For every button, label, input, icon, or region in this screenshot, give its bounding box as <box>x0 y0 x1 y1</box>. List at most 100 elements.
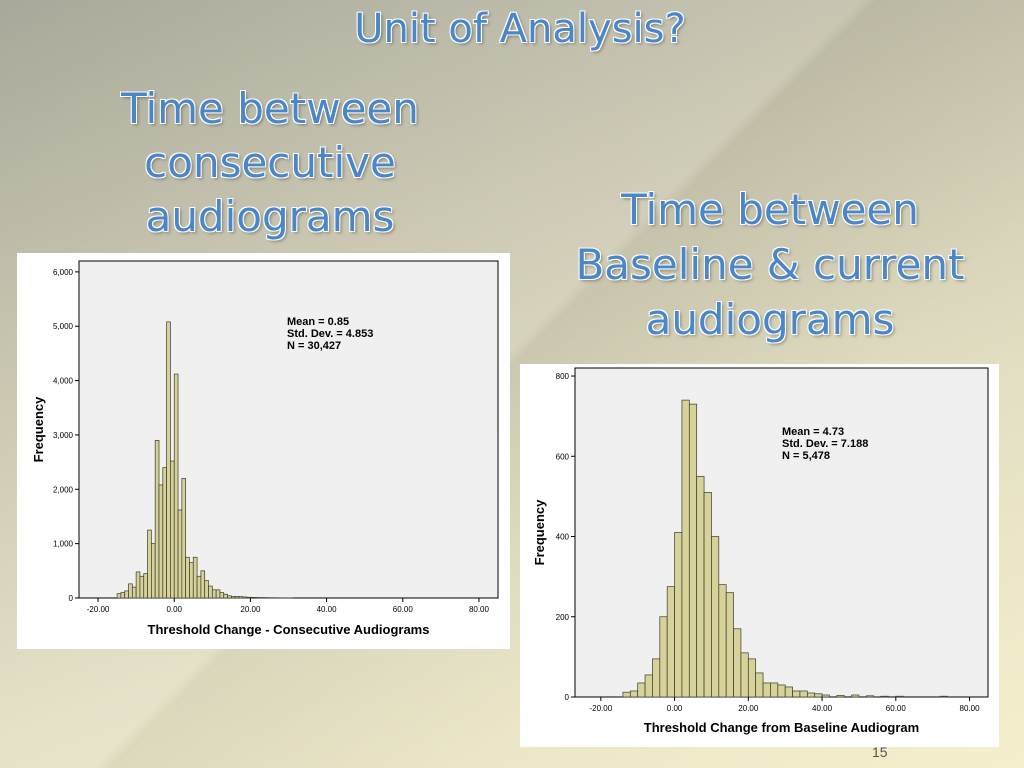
histogram-bar <box>124 590 129 599</box>
x-tick-label: 0.00 <box>166 605 182 614</box>
histogram-consecutive-panel: 0 1,000 2,000 3,000 4,000 5,000 6,000 -20.00 0.0… <box>17 253 510 649</box>
right-heading-line: Baseline & current <box>575 240 965 289</box>
histogram-bar <box>139 575 145 599</box>
histogram-bar <box>674 532 683 698</box>
histogram-bar <box>162 467 167 599</box>
histogram-bar <box>880 695 889 698</box>
histogram-bar <box>253 597 259 599</box>
left-heading-line: audiograms <box>145 192 395 241</box>
stats-annotation: Mean = 4.73 <box>782 426 844 438</box>
histogram-bar <box>246 596 251 599</box>
histogram-bar <box>666 586 675 698</box>
histogram-bar <box>836 695 845 698</box>
histogram-bar <box>806 692 816 698</box>
histogram-bar <box>851 694 860 698</box>
histogram-bar <box>120 592 126 599</box>
histogram-bar <box>696 475 705 698</box>
histogram-bar <box>189 562 194 599</box>
histogram-bar <box>192 556 198 599</box>
histogram-bar <box>733 628 742 698</box>
y-tick-label: 3,000 <box>53 431 74 440</box>
histogram-bar <box>242 596 247 599</box>
histogram-baseline: 0 200 400 600 800 -20.00 0.00 20.00 40.00 60.00 80… <box>532 367 989 735</box>
histogram-bar <box>784 686 793 698</box>
x-tick-label: 20.00 <box>240 605 261 614</box>
histogram-bar <box>215 589 221 599</box>
histogram-bar <box>219 592 225 599</box>
histogram-bar <box>135 571 141 599</box>
x-axis-label: Threshold Change - Consecutive Audiogram… <box>148 622 430 637</box>
histogram-bar <box>158 484 164 599</box>
histogram-bar <box>196 575 202 599</box>
histogram-bar <box>170 460 175 599</box>
histogram-bar <box>821 694 830 698</box>
histogram-bar <box>814 693 823 698</box>
histogram-bar <box>181 478 187 599</box>
left-heading-line: Time between <box>121 84 419 133</box>
y-tick-label: 0 <box>565 693 570 702</box>
histogram-bar <box>688 403 698 698</box>
y-axis-label: Frequency <box>532 499 547 566</box>
histogram-bar <box>234 596 240 599</box>
x-tick-label: 60.00 <box>393 605 414 614</box>
histogram-bar <box>637 682 646 698</box>
histogram-bar <box>681 399 690 698</box>
y-tick-label: 600 <box>556 452 570 461</box>
plot-area <box>574 367 989 698</box>
histogram-bar <box>644 674 653 698</box>
histogram-bar <box>131 586 137 599</box>
y-tick-label: 0 <box>69 594 74 603</box>
slide-number: 15 <box>872 744 888 760</box>
x-tick-label: 20.00 <box>738 704 759 713</box>
y-tick-label: 2,000 <box>53 485 74 494</box>
right-heading: Time between Baseline & current audiogra… <box>555 182 985 347</box>
histogram-bar <box>747 658 757 698</box>
histogram-bar <box>755 672 764 698</box>
x-tick-label: 40.00 <box>812 704 833 713</box>
stats-annotation: Mean = 0.85 <box>287 316 349 328</box>
left-heading: Time between consecutive audiograms <box>90 82 450 244</box>
stats-annotation: Std. Dev. = 4.853 <box>287 328 373 340</box>
histogram-bar <box>740 652 749 698</box>
histogram-bar <box>154 440 160 599</box>
y-tick-label: 1,000 <box>53 540 74 549</box>
stats-annotation: N = 5,478 <box>782 450 830 462</box>
x-tick-label: -20.00 <box>87 605 110 614</box>
histogram-bar <box>939 695 948 698</box>
histogram-consecutive: 0 1,000 2,000 3,000 4,000 5,000 6,000 -20.00 0.0… <box>31 260 499 637</box>
histogram-bar <box>659 616 668 698</box>
histogram-bar <box>185 556 190 599</box>
left-heading-line: consecutive <box>144 138 396 187</box>
stats-annotation: N = 30,427 <box>287 340 341 352</box>
histogram-bar <box>762 682 771 698</box>
y-tick-label: 800 <box>556 372 570 381</box>
stats-annotation: Std. Dev. = 7.188 <box>782 438 868 450</box>
histogram-bar <box>147 529 152 599</box>
histogram-bar <box>703 492 712 698</box>
histogram-bar <box>792 690 801 698</box>
histogram-bar <box>227 595 232 599</box>
histogram-bar <box>177 509 183 599</box>
histogram-bar <box>231 596 236 599</box>
histogram-bar <box>204 580 209 599</box>
histogram-bar <box>116 593 122 599</box>
right-heading-line: Time between <box>621 185 919 234</box>
histogram-bar <box>238 596 244 599</box>
plot-area <box>78 260 499 599</box>
y-tick-label: 4,000 <box>53 377 74 386</box>
x-tick-label: 80.00 <box>960 704 981 713</box>
histogram-bar <box>208 585 213 599</box>
histogram-bar <box>173 373 179 599</box>
x-tick-label: 60.00 <box>886 704 907 713</box>
x-tick-label: -20.00 <box>589 704 612 713</box>
histogram-bar <box>250 596 255 599</box>
histogram-bar <box>865 695 875 698</box>
histogram-bar <box>799 690 808 698</box>
histogram-bar <box>166 321 171 599</box>
y-axis-label: Frequency <box>31 396 46 463</box>
y-tick-label: 5,000 <box>53 322 74 331</box>
histogram-bar <box>223 593 228 599</box>
y-tick-label: 6,000 <box>53 268 74 277</box>
y-tick-label: 200 <box>556 613 570 622</box>
histogram-bar <box>770 682 779 698</box>
